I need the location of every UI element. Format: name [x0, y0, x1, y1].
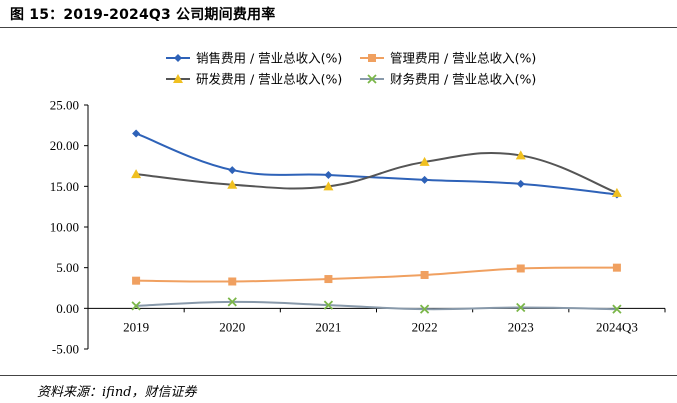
series-line-sales: [135, 132, 618, 196]
series-admin: [132, 263, 621, 286]
data-point-rnd: [227, 179, 238, 189]
legend-item-rnd: 研发费用 / 营业总收入(%): [166, 72, 342, 87]
y-tick-label: 20.00: [50, 138, 79, 153]
x-tick-label: 2019: [123, 319, 149, 334]
legend-item-finance: 财务费用 / 营业总收入(%): [360, 72, 536, 87]
data-point-finance: [131, 301, 141, 311]
legend-label: 管理费用 / 营业总收入(%): [390, 51, 536, 66]
figure-title: 图 15：2019-2024Q3 公司期间费用率: [10, 7, 276, 23]
x-tick-label: 2020: [219, 319, 245, 334]
data-point-finance: [227, 297, 237, 307]
data-point-admin: [516, 264, 525, 273]
data-point-rnd: [323, 181, 334, 191]
x-tick-label: 2023: [508, 319, 534, 334]
data-point-sales: [324, 170, 333, 179]
y-tick-label: 5.00: [56, 260, 79, 275]
series-sales: [132, 129, 621, 199]
marker-stroke: [323, 300, 334, 310]
series-line-rnd: [135, 151, 618, 194]
marker-stroke: [227, 297, 237, 307]
data-point-finance: [612, 304, 622, 314]
data-point-admin: [324, 275, 333, 284]
data-point-finance: [323, 300, 334, 310]
marker-stroke: [131, 301, 141, 311]
legend-label: 财务费用 / 营业总收入(%): [390, 72, 536, 87]
legend-marker: [368, 54, 376, 62]
data-point-admin: [612, 263, 621, 272]
data-point-rnd: [515, 150, 526, 160]
series-rnd: [131, 150, 622, 197]
y-tick-label: 15.00: [50, 179, 79, 194]
marker-stroke: [516, 302, 526, 313]
series-line-admin: [136, 266, 617, 283]
x-tick-label: 2021: [315, 319, 341, 334]
data-point-rnd: [131, 169, 142, 179]
legend-marker: [367, 74, 377, 84]
legend-marker: [174, 54, 182, 62]
legend-item-sales: 销售费用 / 营业总收入(%): [166, 51, 342, 66]
data-point-admin: [420, 270, 429, 279]
legend-label: 研发费用 / 营业总收入(%): [196, 72, 342, 87]
source-note: 资料来源：ifind，财信证券: [37, 385, 197, 400]
series-layer: [131, 129, 622, 314]
data-point-admin: [228, 277, 237, 286]
data-point-admin: [132, 276, 141, 285]
data-point-rnd: [419, 156, 430, 166]
y-tick-label: 0.00: [56, 301, 79, 316]
footer-divider: [0, 375, 677, 376]
title-divider: [0, 27, 677, 28]
marker-stroke: [419, 304, 430, 314]
data-point-finance: [419, 304, 430, 314]
series-line-finance: [136, 300, 617, 311]
data-point-rnd: [611, 187, 622, 197]
x-tick-label: 2022: [412, 319, 438, 334]
y-tick-label: 10.00: [50, 220, 79, 235]
x-tick-label: 2024Q3: [596, 319, 638, 334]
series-finance: [131, 297, 622, 314]
y-tick-label: 25.00: [50, 98, 79, 113]
data-point-sales: [228, 166, 237, 175]
legend-item-admin: 管理费用 / 营业总收入(%): [360, 51, 536, 66]
legend-label: 销售费用 / 营业总收入(%): [196, 51, 342, 66]
marker-stroke: [612, 304, 622, 314]
data-point-sales: [132, 129, 141, 138]
y-tick-label: -5.00: [52, 342, 79, 357]
legend: 销售费用 / 营业总收入(%) 管理费用 / 营业总收入(%) 研发费用 / 营业总…: [166, 51, 536, 87]
data-point-finance: [516, 302, 526, 313]
axes: -5.00 0.00 5.00 10.00 15.00 20.00 25.00 2019 202…: [50, 98, 666, 357]
data-point-sales: [420, 175, 429, 184]
legend-marker: [173, 74, 183, 83]
marker-stroke: [367, 74, 377, 84]
data-point-sales: [516, 179, 525, 188]
